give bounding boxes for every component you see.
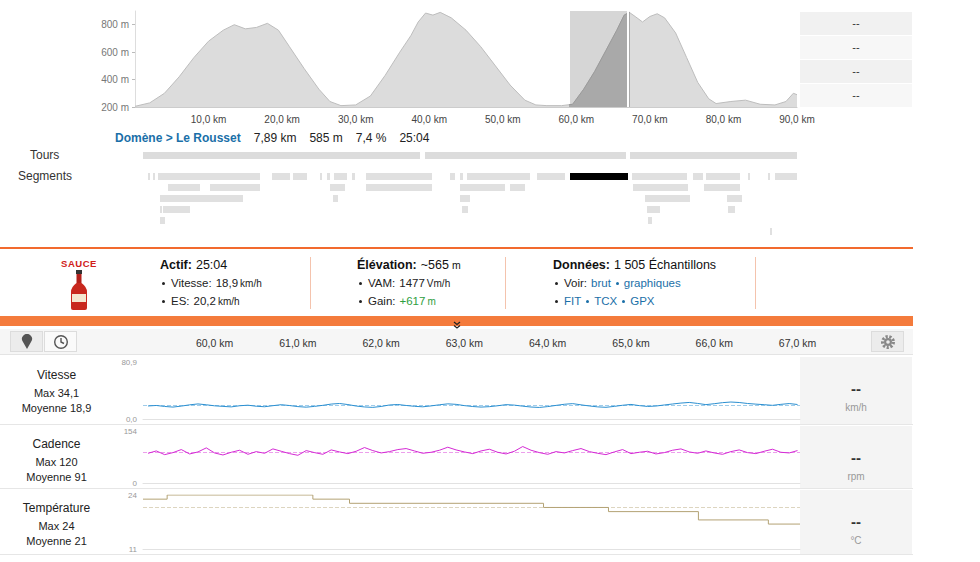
html-text:FIT: FIT xyxy=(564,295,582,307)
html-text:GPX: GPX xyxy=(630,295,655,307)
html-text:Gain: +617 m: Gain: +617 m xyxy=(368,295,436,307)
html-text:Tours: Tours xyxy=(30,148,60,162)
html-text:Vitesse: Vitesse xyxy=(36,368,77,382)
svg-text:65,0 km: 65,0 km xyxy=(612,337,650,349)
svg-text:30,0 km: 30,0 km xyxy=(338,114,374,125)
svg-text:80,0 km: 80,0 km xyxy=(706,114,742,125)
svg-text:60,0 km: 60,0 km xyxy=(196,337,234,349)
html-text:Vitesse: 18,9 km/h: Vitesse: 18,9 km/h xyxy=(171,277,262,289)
svg-text:61,0 km: 61,0 km xyxy=(279,337,317,349)
svg-text:800 m: 800 m xyxy=(101,19,129,30)
html-text:585 m: 585 m xyxy=(309,131,343,145)
html-text:25:04: 25:04 xyxy=(399,131,430,145)
svg-text:63,0 km: 63,0 km xyxy=(446,337,484,349)
html-text:Voir: brut: Voir: brut xyxy=(564,277,611,289)
html-text:Cadence: Cadence xyxy=(32,437,81,451)
html-text:rpm: rpm xyxy=(847,471,865,482)
html-text:TCX: TCX xyxy=(594,295,618,307)
svg-text:400 m: 400 m xyxy=(101,74,129,85)
svg-text:90,0 km: 90,0 km xyxy=(779,114,815,125)
html-text:7,4 %: 7,4 % xyxy=(355,131,387,145)
html-text:Élévation: ~565 m: Élévation: ~565 m xyxy=(357,258,461,272)
svg-text:64,0 km: 64,0 km xyxy=(529,337,567,349)
svg-text:50,0 km: 50,0 km xyxy=(485,114,521,125)
html-text:7,89 km: 7,89 km xyxy=(253,131,297,145)
html-text:Max 34,1: Max 34,1 xyxy=(33,387,80,399)
svg-text:80,9: 80,9 xyxy=(121,358,137,367)
html-text:Moyenne 91: Moyenne 91 xyxy=(26,471,87,483)
html-text:ES: 20,2 km/h: ES: 20,2 km/h xyxy=(171,295,240,307)
svg-text:60,0 km: 60,0 km xyxy=(559,114,595,125)
svg-text:62,0 km: 62,0 km xyxy=(362,337,400,349)
svg-text:10,0 km: 10,0 km xyxy=(191,114,227,125)
html-text:graphiques: graphiques xyxy=(623,277,681,289)
html-text:°C: °C xyxy=(850,535,862,546)
html-text:Moyenne 18,9: Moyenne 18,9 xyxy=(21,402,92,414)
svg-text:40,0 km: 40,0 km xyxy=(411,114,447,125)
svg-text:0: 0 xyxy=(133,479,138,488)
svg-text:11: 11 xyxy=(129,545,138,554)
svg-text:70,0 km: 70,0 km xyxy=(632,114,668,125)
html-text:VAM: 1477 Vm/h: VAM: 1477 Vm/h xyxy=(368,277,451,289)
html-text:Moyenne 21: Moyenne 21 xyxy=(26,535,87,547)
html-text:Température: Température xyxy=(22,501,91,515)
html-text:Domène > Le Rousset: Domène > Le Rousset xyxy=(115,131,241,145)
svg-text:66,0 km: 66,0 km xyxy=(696,337,734,349)
svg-text:24: 24 xyxy=(128,491,137,500)
svg-text:0,0: 0,0 xyxy=(126,415,138,424)
svg-text:20,0 km: 20,0 km xyxy=(264,114,300,125)
html-text:Segments: Segments xyxy=(18,169,72,183)
html-text:Max 120: Max 120 xyxy=(35,456,78,468)
html-text:Max 24: Max 24 xyxy=(38,520,75,532)
html-text:Données: 1 505 Échantillons: Données: 1 505 Échantillons xyxy=(553,258,717,272)
svg-text:600 m: 600 m xyxy=(101,47,129,58)
svg-text:67,0 km: 67,0 km xyxy=(779,337,817,349)
html-text:Actif: 25:04: Actif: 25:04 xyxy=(160,258,228,272)
html-text:km/h: km/h xyxy=(845,402,867,413)
svg-text:154: 154 xyxy=(124,427,138,436)
html-text:SAUCE: SAUCE xyxy=(61,258,97,269)
svg-text:200 m: 200 m xyxy=(101,102,129,113)
